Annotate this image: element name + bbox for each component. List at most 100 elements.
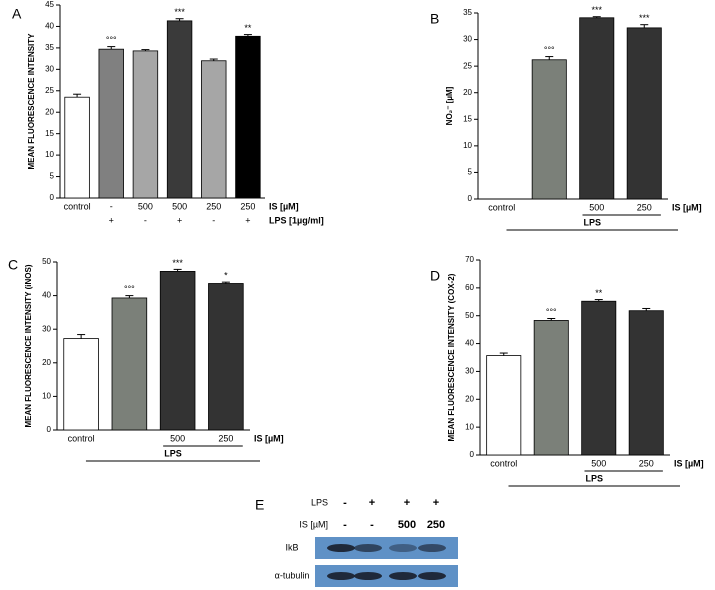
significance: *** [174,7,185,17]
x-tick-label-2: - [144,215,147,225]
y-tick-label: 30 [463,35,472,44]
y-axis-label: NO₂⁻ [µM] [445,86,454,125]
y-tick-label: 35 [45,43,54,52]
bar [579,17,615,200]
x-tick-label: - [110,201,113,211]
band [418,572,446,580]
group-label: LPS [585,473,603,483]
x-tick-label-2: + [109,215,114,225]
panel-label: A [12,6,22,22]
band-label: α-tubulin [275,570,310,580]
significance: °°° [106,35,117,45]
significance: *** [639,13,650,23]
bar [581,300,617,456]
y-axis-label: MEAN FLUORESCENCE INTENSITY [27,33,36,170]
significance: ** [595,288,603,298]
y-tick-label: 50 [42,257,51,266]
condition-value: + [404,497,410,509]
bar [208,283,244,431]
y-tick-label: 35 [463,8,472,17]
bar [111,297,148,431]
x-tick-label-2: + [245,215,250,225]
y-tick-label: 20 [45,107,54,116]
y-tick-label: 0 [47,425,52,434]
significance: ** [244,23,252,33]
x-tick-label-2: - [212,215,215,225]
condition-value: + [369,497,375,509]
bar [132,50,159,199]
y-axis-label: MEAN FLUORESCENCE INTENSITY (COX-2) [447,273,456,441]
band [389,572,417,580]
significance: °°° [544,45,555,55]
y-tick-label: 0 [470,450,475,459]
y-tick-label: 5 [50,172,55,181]
x-tick-label: 500 [170,433,185,443]
x-tick-label: control [64,201,91,211]
bar [159,271,196,431]
bar [531,59,567,200]
bar [626,27,662,200]
band [327,572,355,580]
y-tick-label: 70 [465,255,474,264]
y-tick-label: 10 [42,392,51,401]
band [327,544,355,552]
x-tick-label: 500 [591,458,606,468]
y-tick-label: 10 [465,422,474,431]
bar [64,96,90,199]
y-axis-label: MEAN FLUORESCENCE INTENSITY (iNOS) [24,264,33,427]
y-tick-label: 0 [50,193,55,202]
y-tick-label: 20 [463,88,472,97]
y-tick-label: 20 [465,394,474,403]
x-tick-label: 500 [138,201,153,211]
band [389,544,417,552]
group-label: LPS [164,448,182,458]
y-tick-label: 5 [468,168,473,177]
bar [235,35,261,199]
y-tick-label: 25 [463,61,472,70]
y-tick-label: 30 [465,367,474,376]
y-tick-label: 40 [465,339,474,348]
blot-strip [315,537,458,559]
x-tick-label: control [490,458,517,468]
x-axis-label: IS [µM] [254,433,284,443]
condition-value: 500 [398,519,416,531]
condition-label: IS [µM] [299,519,328,529]
condition-label: LPS [311,497,328,507]
y-tick-label: 25 [45,86,54,95]
bar [628,310,664,456]
group-label: LPS [583,217,601,227]
x-axis-label: IS [µM] [269,201,299,211]
x-tick-label: 250 [240,201,255,211]
y-tick-label: 0 [468,194,473,203]
band-label: IkB [285,542,298,552]
significance: °°° [124,284,135,294]
x-tick-label: 250 [206,201,221,211]
x-tick-label-2: + [177,215,182,225]
x-tick-label: 250 [218,433,233,443]
x-axis-label: IS [µM] [672,202,702,212]
bar [63,338,99,431]
y-tick-label: 40 [42,291,51,300]
y-tick-label: 40 [45,22,54,31]
bar [533,320,569,456]
x-tick-label: control [488,202,515,212]
bar [166,20,193,199]
y-tick-label: 60 [465,283,474,292]
x-axis-label: IS [µM] [674,458,704,468]
y-tick-label: 15 [45,129,54,138]
significance: * [224,271,228,281]
significance: *** [172,258,183,268]
x-axis-label-2: LPS [1µg/ml] [269,215,324,225]
y-tick-label: 45 [45,0,54,9]
condition-value: 250 [427,519,445,531]
bar [201,60,227,199]
panel-label: C [8,257,18,273]
bar [98,48,124,199]
condition-value: - [370,519,374,531]
condition-value: - [343,497,347,509]
panel-label: B [430,11,439,27]
y-tick-label: 50 [465,311,474,320]
y-tick-label: 10 [463,141,472,150]
y-tick-label: 30 [42,324,51,333]
